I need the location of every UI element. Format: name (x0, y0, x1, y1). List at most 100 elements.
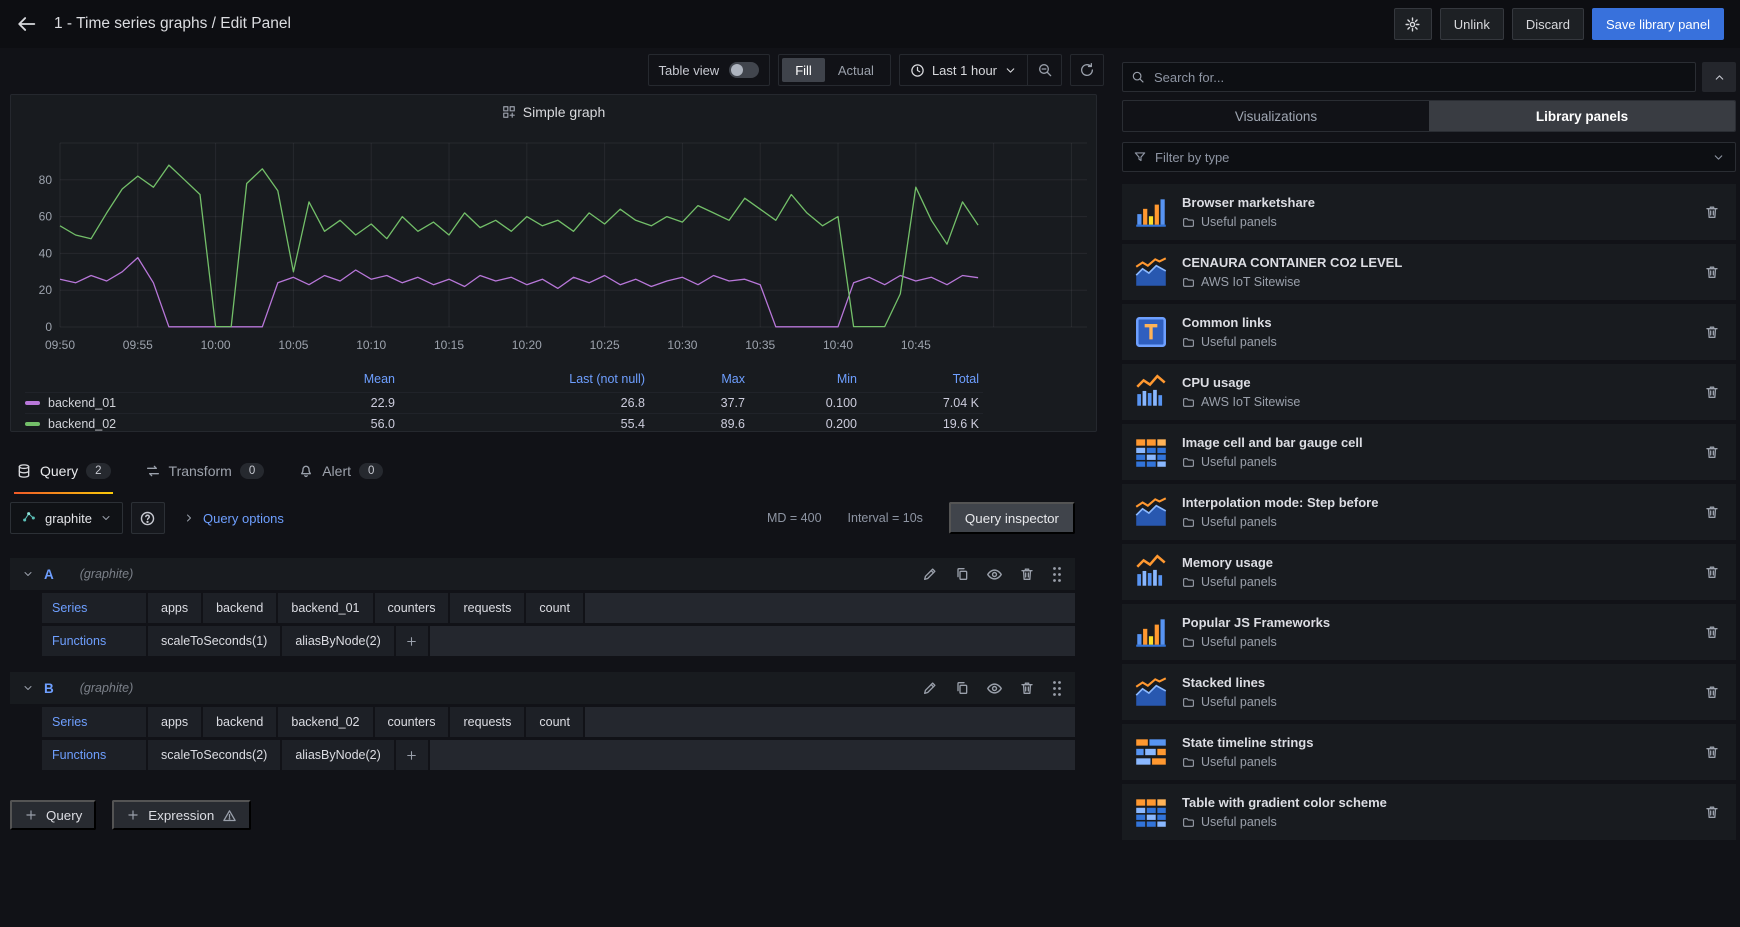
table-view-toggle[interactable] (729, 62, 759, 78)
query-actions (922, 680, 1063, 697)
segment-chip[interactable]: apps (148, 707, 201, 737)
segment-chip[interactable]: aliasByNode(2) (282, 626, 393, 656)
delete-panel-trash-icon[interactable] (1704, 684, 1720, 700)
zoom-out-button[interactable] (1027, 55, 1061, 85)
series-row: Series appsbackendbackend_01countersrequ… (42, 593, 1075, 623)
tab-library-panels[interactable]: Library panels (1429, 101, 1735, 131)
delete-panel-trash-icon[interactable] (1704, 744, 1720, 760)
series-color-swatch (25, 422, 40, 426)
save-library-panel-button[interactable]: Save library panel (1592, 8, 1724, 40)
delete-panel-trash-icon[interactable] (1704, 624, 1720, 640)
page-title: 1 - Time series graphs / Edit Panel (54, 15, 291, 33)
segment-chip[interactable]: requests (450, 707, 524, 737)
collapse-chevron-icon[interactable] (22, 568, 34, 580)
legend-column-header[interactable]: Mean (285, 372, 395, 386)
delete-panel-trash-icon[interactable] (1704, 564, 1720, 580)
copy-icon[interactable] (954, 566, 970, 582)
legend-series-name[interactable]: backend_02 (25, 417, 285, 431)
segment-chip[interactable]: aliasByNode(2) (282, 740, 393, 770)
segment-chip[interactable]: scaleToSeconds(2) (148, 740, 280, 770)
tab-alert[interactable]: Alert 0 (296, 458, 385, 494)
discard-button[interactable]: Discard (1512, 8, 1584, 40)
trash-icon[interactable] (1019, 680, 1035, 696)
legend-column-header[interactable]: Total (857, 372, 979, 386)
segment-chip[interactable]: backend (203, 593, 276, 623)
actual-option[interactable]: Actual (825, 58, 887, 82)
legend-column-header[interactable]: Last (not null) (395, 372, 645, 386)
legend-column-header[interactable]: Max (645, 372, 745, 386)
fill-option[interactable]: Fill (782, 58, 825, 82)
segment-chip[interactable]: count (526, 707, 583, 737)
eye-icon[interactable] (986, 680, 1003, 697)
time-range-picker[interactable]: Last 1 hour (900, 55, 1027, 85)
datasource-help-button[interactable] (131, 502, 165, 534)
query-ref-label[interactable]: B (44, 681, 54, 696)
panel-header[interactable]: Simple graph (11, 99, 1096, 125)
series-row-filler[interactable] (585, 593, 1075, 623)
query-ref-label[interactable]: A (44, 567, 54, 582)
library-panel-item[interactable]: Popular JS FrameworksUseful panels (1122, 604, 1736, 660)
delete-panel-trash-icon[interactable] (1704, 384, 1720, 400)
library-sidebar: Visualizations Library panels Filter by … (1118, 48, 1740, 927)
segment-chip[interactable]: backend_02 (278, 707, 372, 737)
query-inspector-button[interactable]: Query inspector (949, 502, 1075, 534)
drag-grip-icon[interactable] (1051, 680, 1063, 697)
functions-row-filler[interactable] (430, 740, 1075, 770)
edit-pencil-icon[interactable] (922, 680, 938, 696)
library-panel-item[interactable]: CPU usageAWS IoT Sitewise (1122, 364, 1736, 420)
folder-icon (1182, 396, 1195, 409)
delete-panel-trash-icon[interactable] (1704, 264, 1720, 280)
copy-icon[interactable] (954, 680, 970, 696)
segment-chip[interactable]: requests (450, 593, 524, 623)
library-panel-item[interactable]: Stacked linesUseful panels (1122, 664, 1736, 720)
delete-panel-trash-icon[interactable] (1704, 444, 1720, 460)
segment-chip[interactable]: count (526, 593, 583, 623)
tab-query[interactable]: Query 2 (14, 458, 113, 494)
add-query-button[interactable]: Query (10, 800, 96, 830)
library-panel-item[interactable]: Common linksUseful panels (1122, 304, 1736, 360)
filter-by-type-select[interactable]: Filter by type (1122, 142, 1736, 172)
library-panel-item[interactable]: Interpolation mode: Step beforeUseful pa… (1122, 484, 1736, 540)
add-function-button[interactable] (396, 626, 428, 656)
library-panel-item[interactable]: Memory usageUseful panels (1122, 544, 1736, 600)
edit-pencil-icon[interactable] (922, 566, 938, 582)
series-row: Series appsbackendbackend_02countersrequ… (42, 707, 1075, 737)
segment-chip[interactable]: counters (375, 593, 449, 623)
functions-row-filler[interactable] (430, 626, 1075, 656)
eye-icon[interactable] (986, 566, 1003, 583)
add-expression-button[interactable]: Expression (112, 800, 251, 830)
segment-chip[interactable]: apps (148, 593, 201, 623)
collapse-chevron-icon[interactable] (22, 682, 34, 694)
tab-transform[interactable]: Transform 0 (143, 458, 267, 494)
query-options-toggle[interactable]: Query options (183, 511, 284, 526)
library-panel-item[interactable]: State timeline stringsUseful panels (1122, 724, 1736, 780)
search-input[interactable] (1152, 69, 1687, 86)
barchart-panel-icon (1132, 613, 1170, 651)
legend-column-header[interactable]: Min (745, 372, 857, 386)
datasource-picker[interactable]: graphite (10, 502, 123, 534)
library-panel-item[interactable]: CENAURA CONTAINER CO2 LEVELAWS IoT Sitew… (1122, 244, 1736, 300)
segment-chip[interactable]: scaleToSeconds(1) (148, 626, 280, 656)
segment-chip[interactable]: backend (203, 707, 276, 737)
add-function-button[interactable] (396, 740, 428, 770)
library-panel-item[interactable]: Table with gradient color schemeUseful p… (1122, 784, 1736, 840)
timeseries-chart[interactable]: 02040608009:5009:5510:0010:0510:1010:151… (15, 125, 1094, 361)
delete-panel-trash-icon[interactable] (1704, 504, 1720, 520)
segment-chip[interactable]: counters (375, 707, 449, 737)
delete-panel-trash-icon[interactable] (1704, 204, 1720, 220)
delete-panel-trash-icon[interactable] (1704, 804, 1720, 820)
unlink-button[interactable]: Unlink (1440, 8, 1504, 40)
series-row-filler[interactable] (585, 707, 1075, 737)
segment-chip[interactable]: backend_01 (278, 593, 372, 623)
tab-visualizations[interactable]: Visualizations (1123, 101, 1429, 131)
delete-panel-trash-icon[interactable] (1704, 324, 1720, 340)
panel-settings-button[interactable] (1394, 8, 1432, 40)
refresh-button[interactable] (1070, 54, 1104, 86)
drag-grip-icon[interactable] (1051, 566, 1063, 583)
legend-series-name[interactable]: backend_01 (25, 396, 285, 410)
collapse-sidebar-button[interactable] (1702, 62, 1736, 92)
trash-icon[interactable] (1019, 566, 1035, 582)
library-panel-item[interactable]: Browser marketshareUseful panels (1122, 184, 1736, 240)
library-panel-item[interactable]: Image cell and bar gauge cellUseful pane… (1122, 424, 1736, 480)
back-arrow-icon[interactable] (10, 7, 44, 41)
